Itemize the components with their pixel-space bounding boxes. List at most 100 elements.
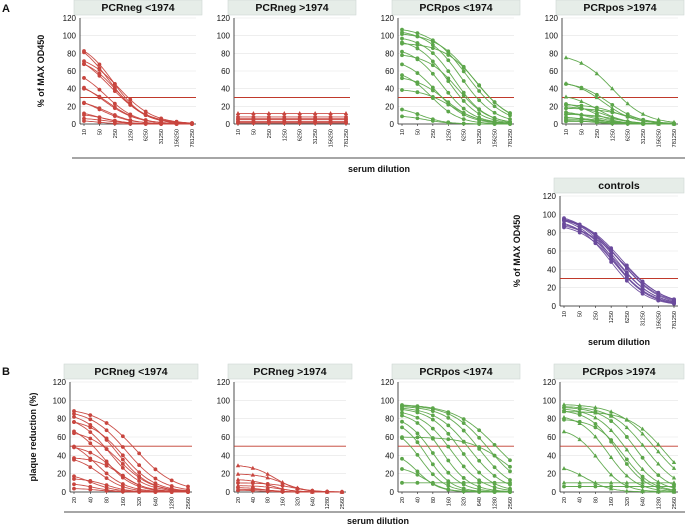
data-point xyxy=(265,471,270,476)
data-point xyxy=(82,59,86,64)
data-point xyxy=(415,431,420,436)
x-tick-label: 50 xyxy=(578,311,584,317)
data-point xyxy=(400,410,404,415)
y-tick-label: 120 xyxy=(63,14,77,23)
x-tick-label: 160 xyxy=(121,497,127,506)
series-line xyxy=(401,51,511,124)
series xyxy=(564,119,676,126)
data-point xyxy=(400,456,404,461)
series-line xyxy=(401,468,510,493)
data-point xyxy=(640,478,645,482)
data-point xyxy=(656,473,661,478)
series xyxy=(561,406,677,490)
data-point xyxy=(594,120,599,124)
chart-pcrpos-1974: PCRpos <1974 0 20 40 60 80 100 120 20 40 80 160 320 6… xyxy=(381,363,521,509)
data-point xyxy=(400,27,404,32)
data-point xyxy=(477,458,482,463)
y-tick-label: 120 xyxy=(217,378,231,387)
data-point xyxy=(104,461,109,465)
data-point xyxy=(561,409,567,414)
data-point xyxy=(235,111,241,115)
data-point xyxy=(415,452,420,457)
x-tick-label: 40 xyxy=(251,497,257,503)
series-line xyxy=(563,222,675,305)
data-point xyxy=(235,471,241,476)
data-point xyxy=(313,121,318,126)
data-point xyxy=(266,111,272,115)
data-point xyxy=(446,483,451,488)
panel-label: A xyxy=(2,3,10,15)
x-tick-label: 31250 xyxy=(477,129,483,144)
data-point xyxy=(120,462,125,466)
data-point xyxy=(400,32,404,36)
y-tick-label: 60 xyxy=(547,247,556,256)
data-point xyxy=(97,87,102,92)
data-point xyxy=(561,406,567,411)
data-point xyxy=(280,486,285,491)
y-tick-label: 40 xyxy=(547,451,556,460)
series xyxy=(82,49,194,126)
data-point xyxy=(593,480,598,485)
x-tick-label: 20 xyxy=(72,497,78,503)
data-point xyxy=(656,489,661,494)
x-tick-label: 31250 xyxy=(641,311,647,326)
data-point xyxy=(120,434,125,439)
series-line xyxy=(73,421,189,492)
x-tick-label: 250 xyxy=(113,129,119,138)
data-point xyxy=(492,100,497,105)
x-tick-label: 31250 xyxy=(641,129,647,144)
data-point xyxy=(128,121,133,126)
data-point xyxy=(112,101,117,106)
data-point xyxy=(137,479,142,483)
data-point xyxy=(579,106,584,111)
data-point xyxy=(72,486,76,491)
data-point xyxy=(250,465,256,470)
data-point xyxy=(430,39,435,44)
data-point xyxy=(593,453,598,458)
data-point xyxy=(640,286,645,290)
data-point xyxy=(104,421,109,425)
x-tick-label: 10 xyxy=(400,129,406,135)
data-point xyxy=(430,94,435,99)
x-tick-label: 2560 xyxy=(186,497,192,509)
data-point xyxy=(97,106,102,111)
data-point xyxy=(492,485,497,490)
x-tick-label: 20 xyxy=(236,497,242,503)
data-point xyxy=(608,412,614,417)
data-point xyxy=(153,467,158,472)
data-point xyxy=(415,421,420,425)
data-point xyxy=(477,111,482,116)
x-tick-label: 640 xyxy=(641,497,647,506)
series xyxy=(400,467,512,494)
data-point xyxy=(128,102,133,107)
y-tick-label: 120 xyxy=(543,192,557,201)
data-point xyxy=(492,116,497,121)
data-point xyxy=(624,425,630,430)
data-point xyxy=(656,461,661,466)
data-point xyxy=(446,480,451,485)
data-point xyxy=(120,465,125,470)
y-tick-label: 40 xyxy=(547,265,556,274)
data-point xyxy=(97,71,102,76)
x-tick-label: 781250 xyxy=(344,129,350,147)
data-point xyxy=(265,489,270,494)
data-point xyxy=(446,411,451,416)
data-point xyxy=(624,447,630,452)
series-line xyxy=(563,468,674,493)
data-point xyxy=(609,419,614,423)
x-tick-label: 2560 xyxy=(508,497,514,509)
data-point xyxy=(137,451,142,456)
data-point xyxy=(415,410,420,415)
data-point xyxy=(563,55,569,60)
x-tick-label: 10 xyxy=(564,129,570,135)
panel-label: B xyxy=(2,366,10,378)
data-point xyxy=(400,435,404,440)
data-point xyxy=(461,121,466,126)
data-point xyxy=(400,88,404,92)
data-point xyxy=(446,69,451,74)
data-point xyxy=(415,415,420,420)
data-point xyxy=(415,472,420,477)
data-point xyxy=(579,103,584,108)
data-point xyxy=(415,440,420,445)
data-point xyxy=(88,413,93,418)
